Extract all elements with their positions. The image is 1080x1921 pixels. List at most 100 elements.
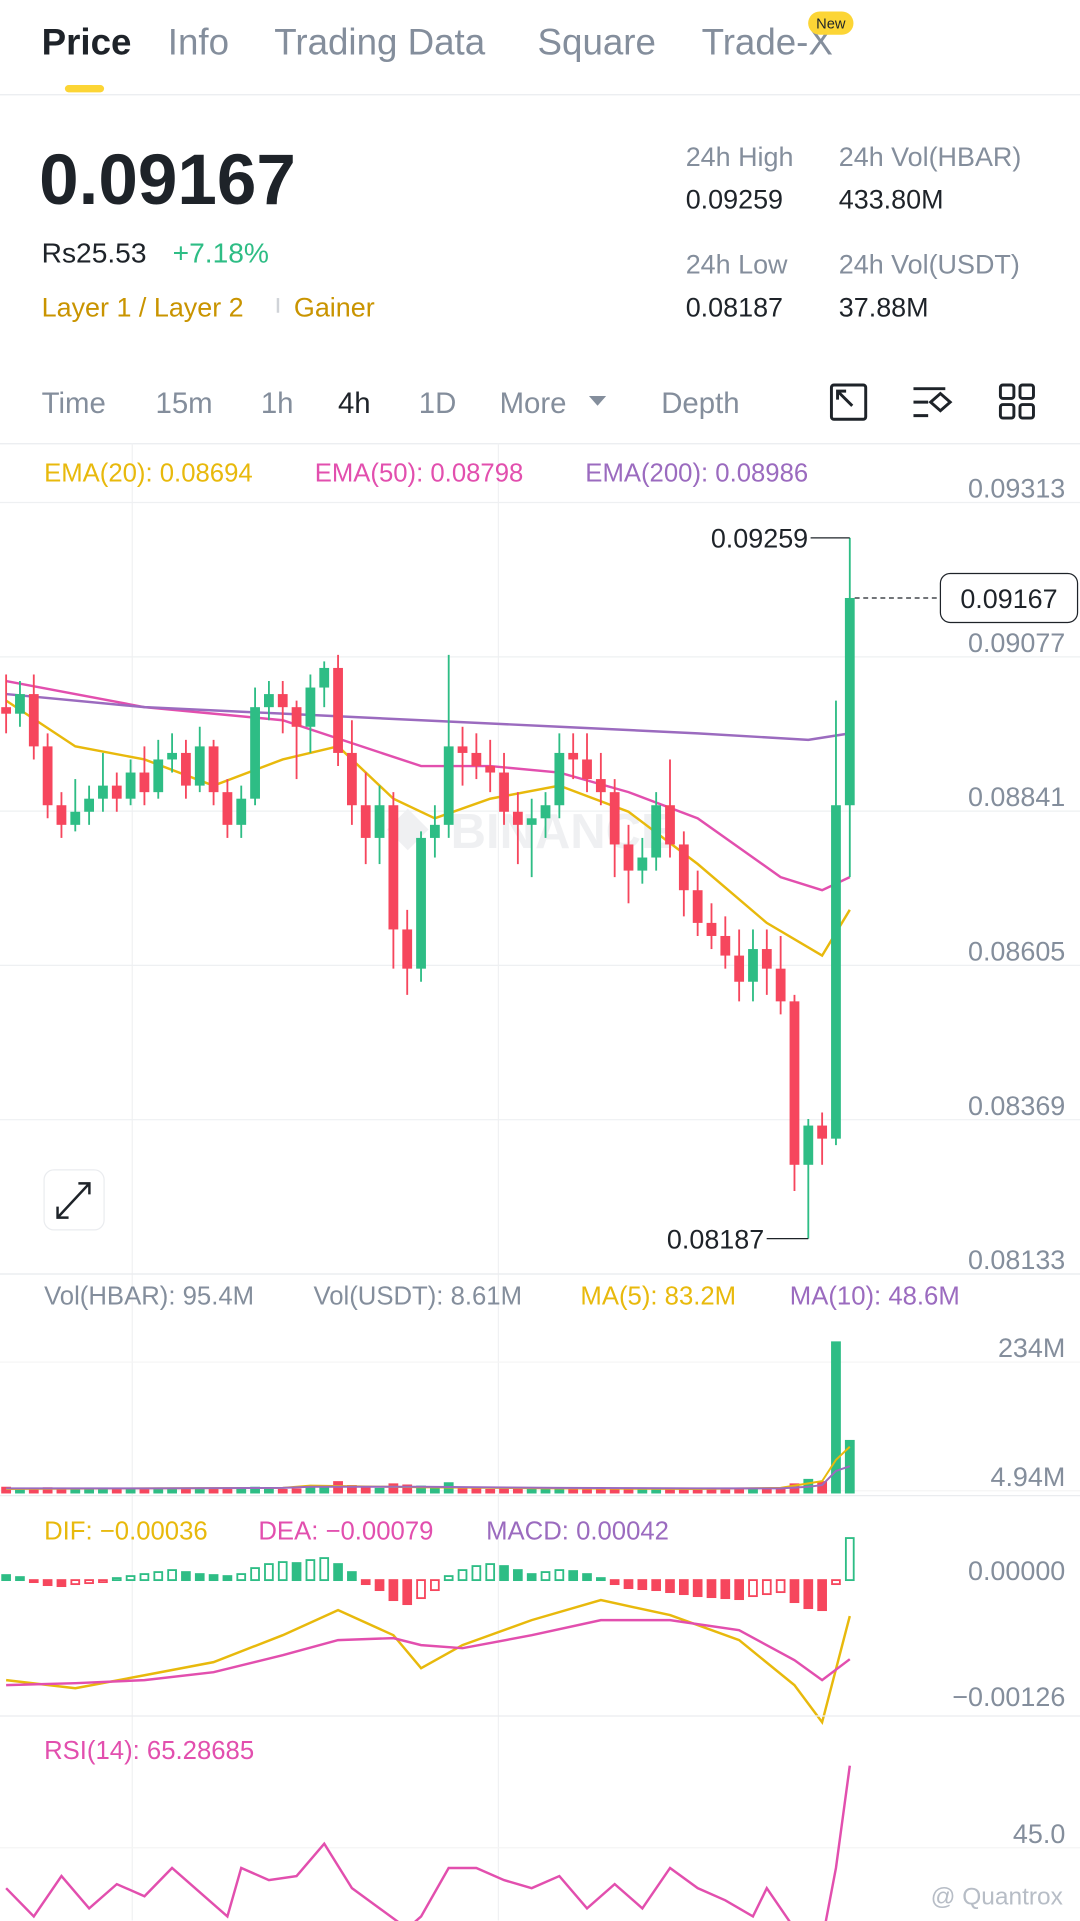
volume-bar [250,1486,260,1494]
candle-body [181,752,191,786]
fullscreen-icon[interactable] [829,383,868,421]
volume-label: Vol(USDT): 8.61M [313,1283,522,1311]
volume-bar [499,1488,509,1494]
candle-body [416,837,426,969]
tab[interactable]: Trading Data [274,21,485,62]
volume-bar [512,1488,523,1494]
candle-body [706,922,717,936]
candle-body [748,949,758,982]
rsi-line [5,1765,852,1921]
interval[interactable]: 1D [419,387,457,420]
volume-bar [236,1488,247,1494]
candle-body [277,694,288,708]
interval[interactable]: More [500,387,567,420]
candle-body [15,694,25,714]
ema-label: EMA(200): 0.08986 [585,460,808,488]
y-tick-label: 0.09077 [968,628,1065,658]
macd-bar [568,1570,579,1582]
interval[interactable]: Time [42,387,106,420]
volume-bar [277,1488,288,1494]
candle-body [761,949,772,969]
tag[interactable]: Gainer [294,292,375,322]
stats: 24h High 0.09259 24h Vol(HBAR) 433.80M 2… [686,142,1022,323]
volume-bar [831,1341,841,1494]
candle-body [305,687,316,727]
volume-bar [526,1488,537,1494]
volume-bar [651,1488,662,1494]
candle-body [388,805,399,930]
volume-bar [42,1487,53,1494]
expand-button[interactable] [43,1169,105,1231]
macd-bar [319,1557,330,1582]
volume-bar [125,1488,136,1494]
candle-body [250,707,260,799]
volume-bar [319,1486,330,1494]
volume-bar [153,1488,164,1494]
layout-icon[interactable] [998,383,1035,420]
macd-bar [443,1575,454,1582]
volume-bar [595,1488,606,1494]
tag[interactable]: Layer 1 / Layer 2 [42,292,244,322]
volume-bar [15,1487,25,1494]
interval[interactable]: 4h [338,387,371,420]
macd-bar [499,1565,509,1582]
macd-bar [56,1579,67,1588]
candle-body [526,818,537,825]
indicator-icon[interactable] [913,387,953,418]
macd-bar [153,1571,164,1582]
macd-bar [734,1579,744,1601]
interval[interactable]: 15m [156,387,213,420]
volume-bar [360,1486,371,1494]
macd-bar [540,1571,551,1582]
macd-bar [775,1579,786,1594]
dropdown-icon[interactable] [588,396,607,406]
macd-label: DEA: −0.00079 [258,1518,433,1546]
candle-body [789,1001,800,1165]
macd-bar [167,1569,177,1582]
macd-bar [554,1569,565,1582]
candle-body [844,597,855,806]
macd-bar [761,1579,772,1596]
watermark: @ Quantrox [931,1884,1063,1911]
macd-label: DIF: −0.00036 [44,1518,208,1546]
volume-bar [692,1488,703,1494]
tab[interactable]: Price [42,21,132,62]
candle-body [84,798,95,812]
macd-bar [236,1573,247,1582]
volume-bar [637,1488,648,1494]
candle-body [125,772,136,799]
volume-bar [485,1488,496,1494]
tab[interactable]: Square [538,21,656,62]
volume-bar [374,1487,385,1494]
interval-bar: Time 15m 1h 4h 1D More Depth [42,387,740,420]
candle-body [333,667,343,753]
volume-bar [139,1487,150,1494]
candle-body [471,752,482,767]
macd-bar [582,1573,592,1582]
macd-bar [748,1579,758,1598]
stat-value: 433.80M [839,185,944,215]
volume-bar [56,1488,67,1494]
macd-bar [706,1579,717,1599]
badge-bg [808,11,854,35]
interval[interactable]: 1h [261,387,294,420]
macd-bar [181,1571,191,1582]
volume-bar [748,1488,758,1494]
y-tick-label: 0.08369 [968,1091,1065,1121]
macd-bar [513,1569,523,1582]
volume-bar [111,1488,122,1494]
volume-bar [208,1488,219,1494]
tab[interactable]: Info [168,21,229,62]
candle-body [374,805,385,838]
macd-bar [651,1579,662,1592]
macd-bar [374,1579,385,1592]
change: +7.18% [173,238,269,269]
volume-bar [568,1488,579,1494]
interval[interactable]: Depth [661,387,739,420]
volume-bar [582,1488,592,1494]
macd-bar [222,1575,233,1582]
candle-body [512,811,523,825]
volume-bar [402,1484,413,1494]
volume-bar [291,1488,302,1494]
